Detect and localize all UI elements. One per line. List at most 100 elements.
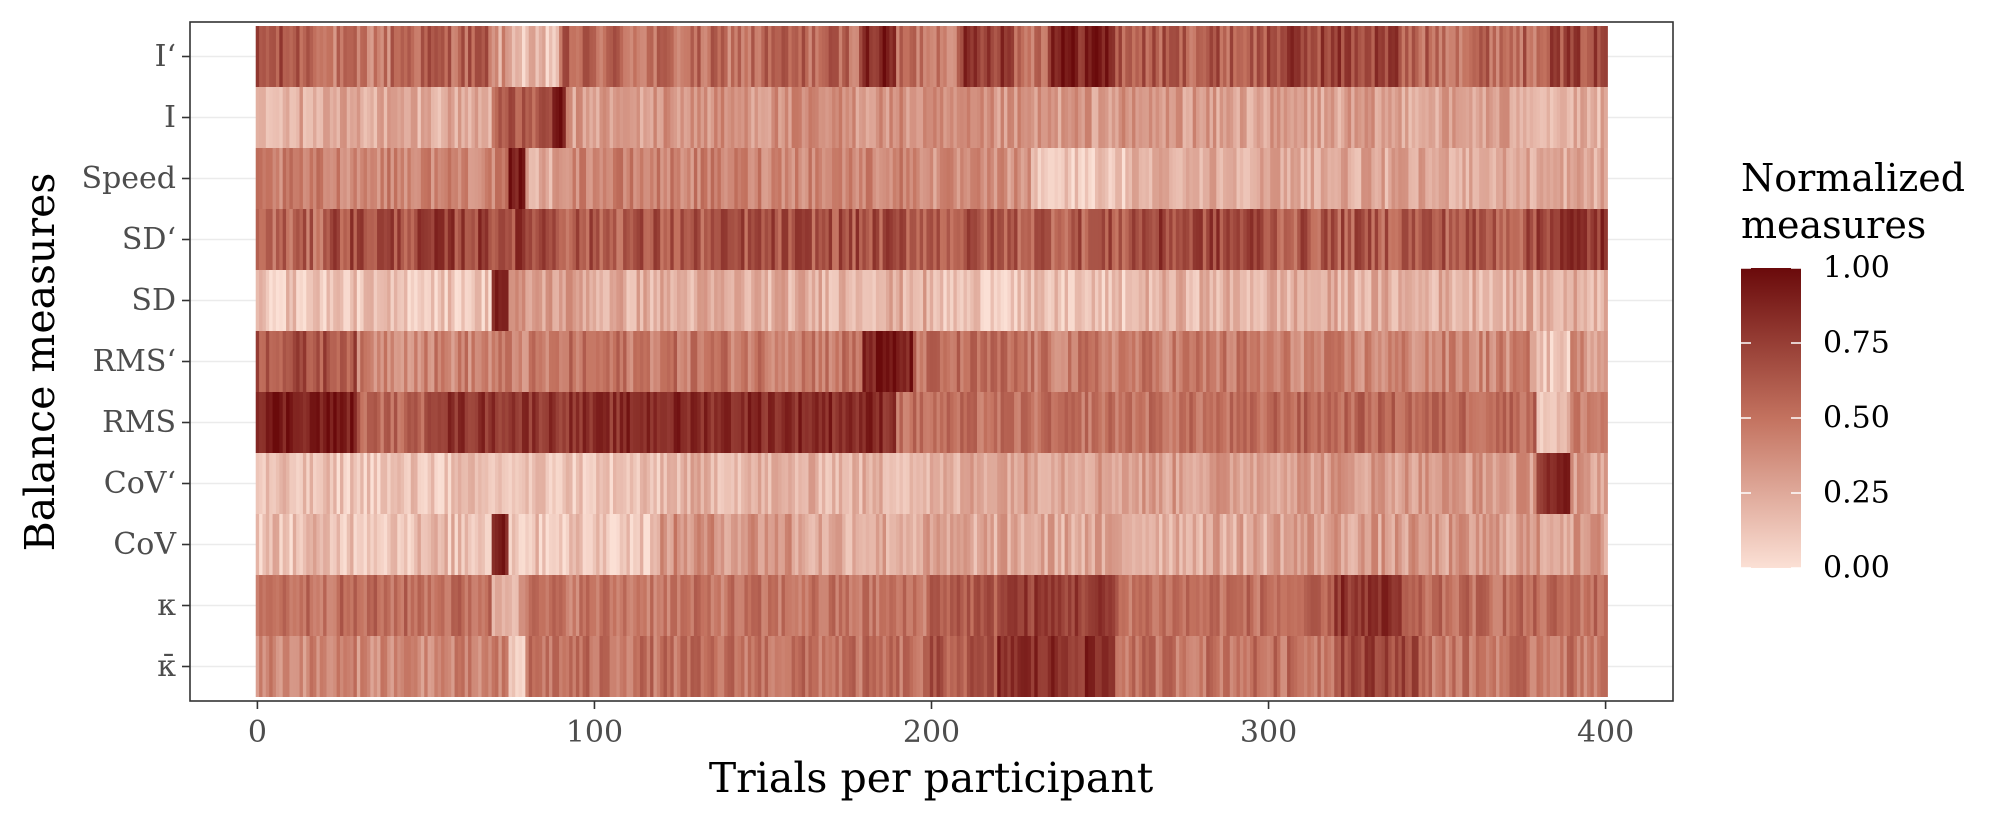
heatmap-cell: [430, 270, 435, 331]
heatmap-cell: [387, 636, 392, 697]
heatmap-cell: [1125, 331, 1130, 392]
heatmap-cell: [1091, 87, 1096, 148]
heatmap-cell: [1135, 87, 1140, 148]
heatmap-cell: [821, 270, 826, 331]
heatmap-cell: [464, 209, 469, 270]
heatmap-cell: [471, 575, 476, 636]
heatmap-cell: [1539, 26, 1544, 87]
heatmap-cell: [926, 26, 931, 87]
heatmap-cell: [1145, 331, 1150, 392]
heatmap-cell: [1037, 270, 1042, 331]
heatmap-cell: [795, 87, 799, 148]
heatmap-cell: [852, 331, 857, 392]
heatmap-cell: [970, 270, 975, 331]
heatmap-cell: [717, 575, 722, 636]
heatmap-cell: [1047, 636, 1052, 697]
heatmap-cell: [555, 331, 560, 392]
heatmap-cell: [896, 636, 901, 697]
heatmap-cell: [1142, 270, 1147, 331]
heatmap-cell: [1287, 575, 1292, 636]
heatmap-cell: [909, 575, 914, 636]
heatmap-cell: [1303, 514, 1308, 575]
heatmap-cell: [575, 26, 580, 87]
heatmap-cell: [619, 453, 624, 514]
heatmap-cell: [1303, 26, 1308, 87]
heatmap-cell: [710, 575, 715, 636]
heatmap-cell: [323, 331, 328, 392]
heatmap-cell: [1125, 26, 1130, 87]
heatmap-cell: [821, 148, 826, 209]
heatmap-cell: [1415, 575, 1420, 636]
heatmap-cell: [1138, 209, 1143, 270]
heatmap-cell: [609, 331, 614, 392]
heatmap-cell: [1250, 636, 1254, 697]
heatmap-cell: [1041, 514, 1046, 575]
heatmap-cell: [1027, 331, 1032, 392]
heatmap-cell: [744, 270, 749, 331]
heatmap-cell: [1111, 514, 1116, 575]
heatmap-cell: [1034, 575, 1039, 636]
heatmap-cell: [1428, 575, 1433, 636]
heatmap-cell: [811, 636, 816, 697]
heatmap-cell: [1587, 331, 1592, 392]
heatmap-cell: [302, 209, 307, 270]
heatmap-cell: [1320, 453, 1325, 514]
heatmap-cell: [400, 26, 405, 87]
heatmap-cell: [1411, 209, 1416, 270]
heatmap-cell: [326, 514, 331, 575]
heatmap-cell: [923, 87, 928, 148]
heatmap-cell: [491, 331, 496, 392]
heatmap-cell: [1263, 636, 1268, 697]
heatmap-cell: [1479, 331, 1484, 392]
heatmap-cell: [602, 331, 607, 392]
heatmap-cell: [1435, 453, 1440, 514]
heatmap-cell: [673, 26, 678, 87]
heatmap-cell: [818, 453, 823, 514]
heatmap-cell: [1300, 26, 1305, 87]
heatmap-cell: [1384, 270, 1389, 331]
heatmap-cell: [508, 87, 513, 148]
heatmap-cell: [852, 514, 857, 575]
heatmap-cell: [1455, 209, 1460, 270]
heatmap-cell: [855, 453, 860, 514]
heatmap-cell: [1169, 26, 1174, 87]
heatmap-cell: [852, 26, 857, 87]
heatmap-cell: [279, 87, 284, 148]
heatmap-cell: [838, 514, 843, 575]
heatmap-cell: [427, 453, 432, 514]
heatmap-cell: [1371, 148, 1376, 209]
heatmap-cell: [902, 514, 907, 575]
heatmap-cell: [515, 636, 520, 697]
heatmap-cell: [299, 270, 304, 331]
heatmap-cell: [821, 636, 826, 697]
heatmap-cell: [1041, 331, 1046, 392]
heatmap-cell: [383, 270, 388, 331]
heatmap-cell: [869, 514, 874, 575]
heatmap-cell: [1189, 331, 1194, 392]
heatmap-cell: [987, 331, 992, 392]
heatmap-cell: [518, 636, 523, 697]
heatmap-cell: [380, 87, 385, 148]
heatmap-cell: [410, 87, 415, 148]
heatmap-cell: [757, 392, 762, 453]
heatmap-cell: [1435, 331, 1440, 392]
heatmap-cell: [717, 209, 722, 270]
heatmap-cell: [1068, 331, 1072, 392]
heatmap-cell: [1243, 575, 1248, 636]
heatmap-cell: [653, 514, 658, 575]
heatmap-cell: [1199, 453, 1204, 514]
heatmap-cell: [1293, 575, 1298, 636]
heatmap-cell: [1132, 26, 1137, 87]
heatmap-cell: [511, 575, 516, 636]
heatmap-cell: [387, 575, 392, 636]
heatmap-cell: [663, 87, 668, 148]
heatmap-cell: [373, 453, 378, 514]
heatmap-cell: [825, 392, 830, 453]
heatmap-cell: [714, 209, 719, 270]
heatmap-cell: [1405, 26, 1410, 87]
heatmap-cell: [1405, 209, 1410, 270]
heatmap-cell: [599, 453, 604, 514]
heatmap-cell: [1236, 514, 1241, 575]
heatmap-cell: [933, 26, 938, 87]
heatmap-cell: [1324, 87, 1329, 148]
